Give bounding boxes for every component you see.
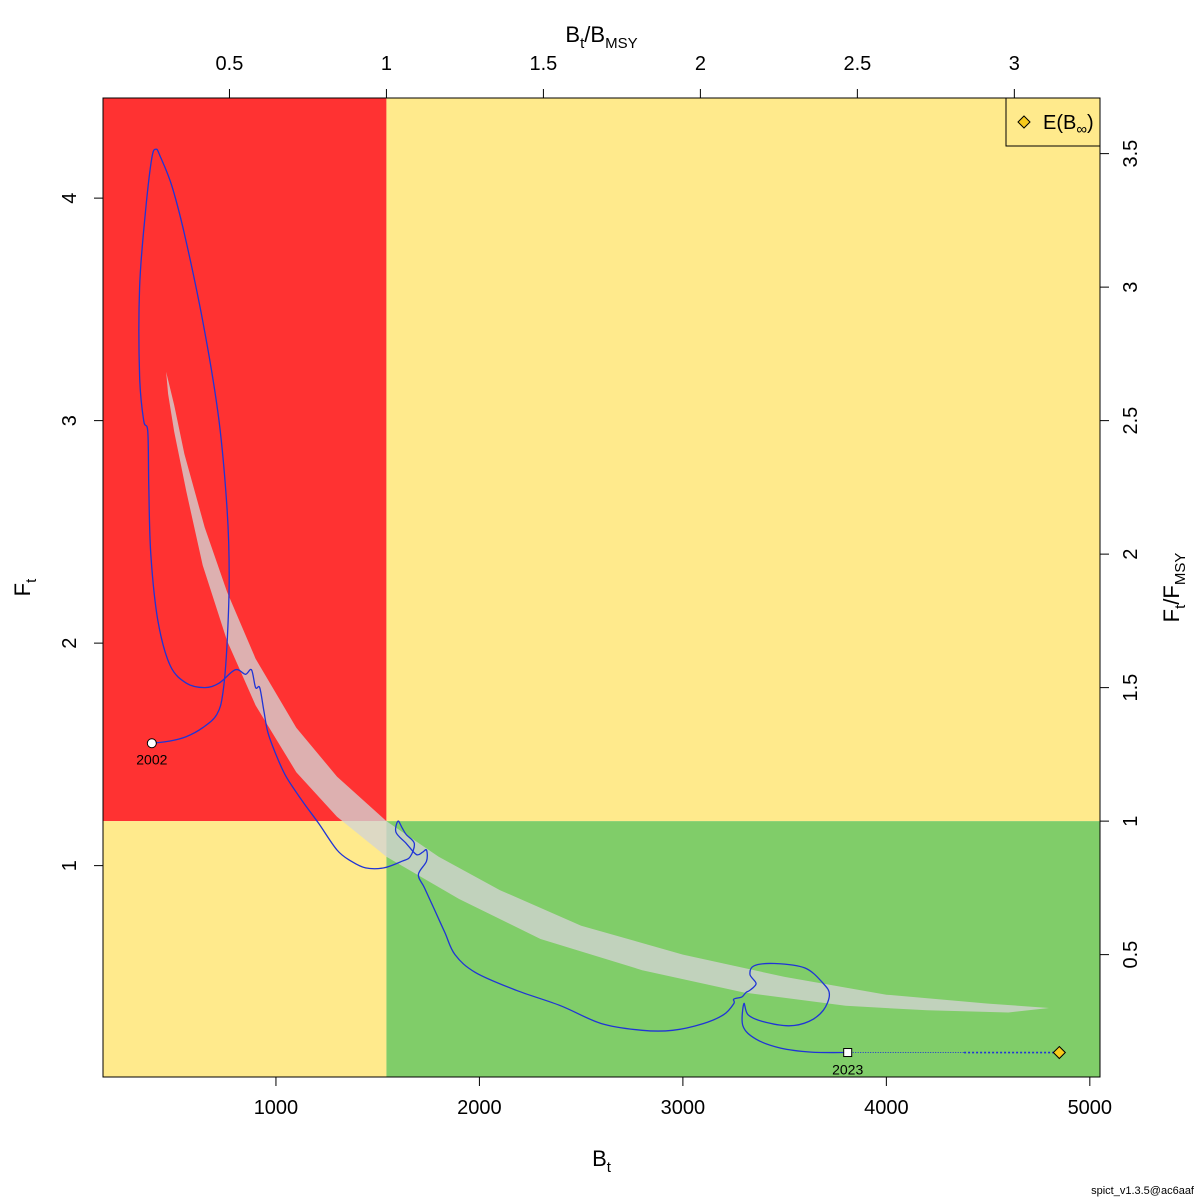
msy-confidence-region	[166, 371, 1050, 1013]
right-tick-label: 3.5	[1120, 140, 1142, 168]
left-tick-label: 1	[59, 860, 81, 871]
start-point-marker	[146, 738, 157, 749]
right-tick-label: 2	[1120, 549, 1142, 560]
legend: E(B∞)	[1005, 97, 1101, 147]
bottom-tick-label: 5000	[1068, 1097, 1113, 1119]
axes: 1000 2000 3000 4000 5000 1 2 3 4 0.5 1 1.5 2 2.5 3 0.5 1…	[59, 53, 1142, 1119]
right-tick-label: 0.5	[1120, 941, 1142, 969]
equilibrium-marker	[1052, 1045, 1067, 1060]
right-tick-label: 3	[1120, 282, 1142, 293]
right-tick-label: 1	[1120, 816, 1142, 827]
top-tick-label: 2.5	[843, 53, 871, 75]
left-tick-label: 3	[59, 415, 81, 426]
status-zones	[103, 98, 1100, 1077]
right-tick-label: 2.5	[1120, 407, 1142, 435]
left-tick-label: 2	[59, 638, 81, 649]
msy-ellipse	[166, 371, 1050, 1013]
top-axis-title: Bt/BMSY	[565, 22, 637, 52]
left-tick-label: 4	[59, 193, 81, 204]
top-tick-label: 3	[1009, 53, 1020, 75]
right-tick-label: 1.5	[1120, 674, 1142, 702]
yellow-zone-lower	[103, 821, 387, 1077]
y-axis-title: Ft	[10, 578, 40, 596]
bottom-tick-label: 4000	[864, 1097, 909, 1119]
start-year-label: 2002	[136, 751, 167, 767]
top-tick-label: 1	[381, 53, 392, 75]
green-zone	[386, 821, 1100, 1077]
top-tick-label: 1.5	[530, 53, 558, 75]
bottom-tick-label: 3000	[661, 1097, 706, 1119]
bottom-tick-label: 2000	[457, 1097, 502, 1119]
bottom-tick-label: 1000	[254, 1097, 299, 1119]
right-axis-title: Ft/FMSY	[1159, 553, 1189, 623]
trajectory-layer	[138, 148, 1067, 1060]
yellow-zone-upper	[386, 98, 1100, 822]
plot-frame	[102, 97, 1101, 1078]
red-zone	[103, 98, 387, 822]
legend-box	[1005, 97, 1101, 147]
biomass-fishing-trajectory	[138, 148, 848, 1054]
x-axis-title: Bt	[592, 1146, 612, 1176]
top-tick-label: 2	[695, 53, 706, 75]
end-year-label: 2023	[832, 1062, 863, 1078]
legend-diamond-icon	[1017, 115, 1031, 129]
top-tick-label: 0.5	[216, 53, 244, 75]
legend-label: E(B∞)	[1043, 112, 1094, 138]
footer-version: spict_v1.3.5@ac6aaf	[1091, 1185, 1194, 1197]
end-point-marker	[843, 1048, 853, 1058]
